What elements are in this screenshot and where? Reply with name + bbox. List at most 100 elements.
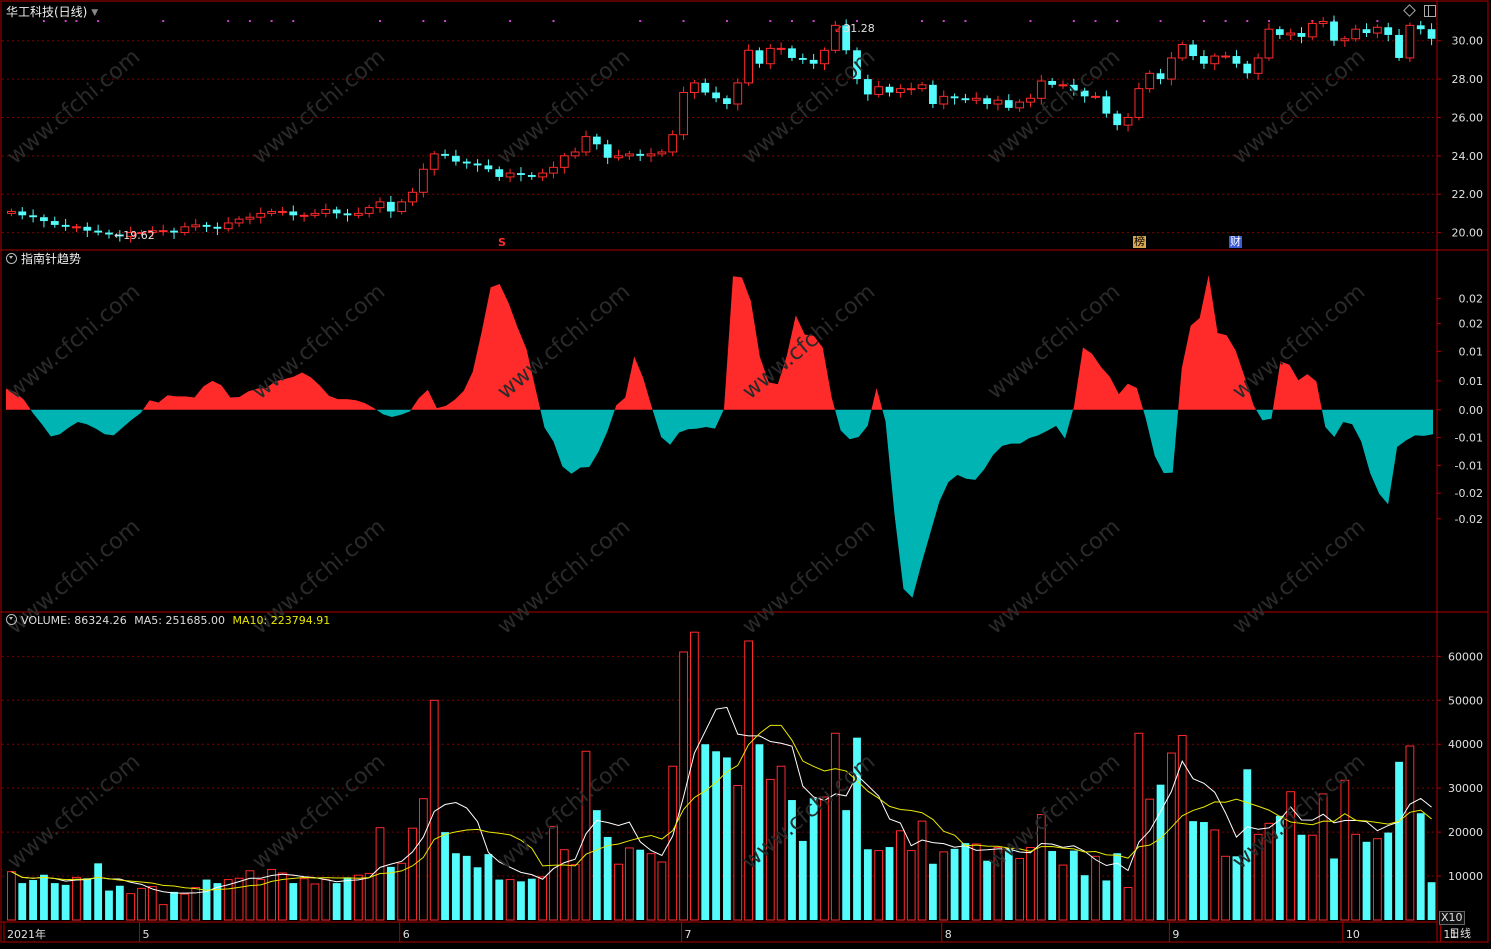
volume-bar-up: [570, 864, 580, 921]
period-label[interactable]: 日线: [1449, 927, 1471, 940]
signal-dot: [552, 20, 555, 22]
candle-up: [1145, 72, 1155, 90]
indicator-menu-icon[interactable]: [6, 253, 17, 264]
candle-down: [462, 161, 471, 164]
x10-button[interactable]: X10: [1439, 911, 1465, 925]
candle-up: [1253, 57, 1263, 74]
watermark: www.cfchi.com: [738, 514, 880, 639]
candle-down: [1243, 63, 1252, 74]
volume-bar-down: [983, 860, 992, 920]
candle-up: [668, 134, 678, 153]
time-tick-label: 2021年: [7, 927, 46, 941]
candle-down: [170, 230, 178, 233]
watermark: www.cfchi.com: [248, 44, 390, 169]
candle-up: [191, 224, 201, 228]
volume-bar-down: [202, 879, 211, 920]
volume-bar-down: [950, 848, 959, 920]
volume-bar-up: [321, 879, 331, 921]
candle-down: [517, 173, 525, 176]
candle-up: [765, 47, 775, 65]
candle-up: [657, 151, 667, 155]
volume-bar-up: [353, 874, 363, 921]
watermark: www.cfchi.com: [983, 514, 1125, 639]
osc-tick-label: -0.02: [1455, 513, 1483, 526]
trend-area-negative: [540, 409, 615, 474]
candle-up: [1210, 55, 1220, 65]
panel-toggle-icon[interactable]: [1424, 5, 1436, 17]
volume-bar-up: [191, 886, 201, 921]
candle-up: [559, 155, 569, 168]
volume-bar-up: [679, 651, 688, 921]
volume-bar-up: [1253, 833, 1263, 921]
volume-bar-down: [40, 874, 48, 920]
volume-bar-down: [853, 737, 861, 920]
candle-up: [158, 230, 168, 233]
dropdown-icon[interactable]: ▼: [91, 8, 99, 18]
signal-dot: [1116, 20, 1119, 22]
volume-bar-down: [1004, 849, 1013, 920]
volume-bar-down: [1384, 832, 1393, 920]
volume-bar-up: [429, 699, 439, 921]
volume-bar-down: [50, 883, 59, 920]
candle-up: [1286, 32, 1296, 36]
candle-up: [180, 226, 190, 234]
trend-area-positive: [1272, 361, 1322, 410]
volume-bar-down: [1200, 822, 1208, 920]
chart-title[interactable]: 华工科技(日线) ▼: [6, 5, 99, 19]
volume-bar-up: [278, 872, 287, 921]
signal-dot: [292, 20, 295, 22]
volume-bar-down: [343, 877, 352, 920]
time-tick-label: 5: [143, 928, 150, 941]
marker-s[interactable]: S: [498, 236, 506, 249]
volume-bar-up: [364, 872, 374, 921]
time-tick-label: 6: [403, 928, 410, 941]
watermark: www.cfchi.com: [493, 44, 635, 169]
candle-down: [289, 211, 298, 216]
candle-up: [679, 92, 688, 136]
candle-down: [94, 230, 103, 233]
volume-bar-down: [332, 883, 341, 920]
volume-bar-down: [1069, 850, 1078, 920]
volume-header[interactable]: VOLUME: 86324.26 MA5: 251685.00 MA10: 22…: [6, 614, 330, 628]
candle-up: [939, 95, 949, 105]
marker-bang[interactable]: 榜: [1133, 235, 1146, 248]
volume-bar-up: [7, 871, 16, 921]
candle-up: [223, 222, 233, 230]
volume-bar-down: [1243, 769, 1252, 920]
candle-up: [1340, 38, 1350, 42]
time-tick-label: 8: [945, 928, 952, 941]
volume-menu-icon[interactable]: [6, 614, 17, 625]
signal-dot: [1224, 20, 1227, 22]
candle-up: [429, 153, 439, 170]
candle-up: [614, 155, 623, 159]
volume-bar-down: [462, 855, 471, 920]
candle-up: [278, 210, 287, 213]
signal-dot: [422, 20, 425, 22]
volume-bar-up: [538, 876, 548, 921]
volume-bar-down: [386, 866, 395, 920]
volume-bar-down: [61, 884, 70, 920]
signal-dot: [1246, 20, 1249, 22]
volume-bar-down: [961, 843, 970, 920]
candle-up: [1307, 22, 1317, 38]
candle-down: [983, 98, 992, 105]
marker-cai[interactable]: 财: [1229, 235, 1242, 248]
signal-dot: [248, 20, 251, 22]
volume-bar-up: [397, 862, 407, 921]
price-tick-label: 20.00: [1452, 227, 1484, 240]
candle-down: [1200, 56, 1208, 64]
volume-bar-up: [256, 879, 266, 921]
candle-up: [408, 191, 417, 203]
trend-area-negative: [376, 409, 411, 417]
candle-down: [29, 215, 38, 218]
candle-down: [853, 50, 861, 80]
candle-down: [1275, 29, 1284, 35]
volume-bar-down: [115, 885, 124, 920]
candle-down: [1069, 84, 1078, 91]
volume-bar-up: [1264, 822, 1274, 921]
trend-area-positive: [142, 372, 377, 410]
indicator-title[interactable]: 指南针趋势: [6, 252, 81, 266]
candle-down: [842, 25, 851, 51]
